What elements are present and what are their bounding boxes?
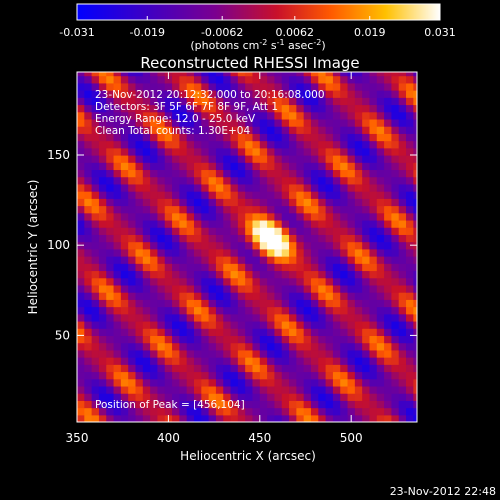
annotation-detectors: Detectors: 3F 5F 6F 7F 8F 9F, Att 1	[95, 101, 278, 113]
chart-title: Reconstructed RHESSI Image	[140, 54, 359, 72]
colorbar-tick-label: 0.0062	[276, 26, 315, 39]
y-tick-label: 50	[55, 328, 70, 342]
x-tick-label: 400	[157, 431, 180, 445]
colorbar-gradient	[76, 3, 441, 21]
peak-position-label: Position of Peak = [456,104]	[95, 399, 245, 411]
colorbar-tick-label: -0.031	[59, 26, 94, 39]
y-tick-label: 150	[47, 148, 70, 162]
annotation-total-counts: Clean Total counts: 1.30E+04	[95, 125, 250, 137]
x-tick-label: 450	[248, 431, 271, 445]
colorbar-tick-label: -0.0062	[201, 26, 243, 39]
colorbar-tick-label: 0.019	[354, 26, 386, 39]
info-annotations: 23-Nov-2012 20:12:32.000 to 20:16:08.000…	[95, 89, 325, 137]
x-tick-label: 350	[66, 431, 89, 445]
colorbar-tick-label: 0.031	[424, 26, 456, 39]
colorbar: -0.031 -0.019 -0.0062 0.0062 0.019 0.031 (pho…	[59, 3, 456, 52]
colorbar-tick-label: -0.019	[130, 26, 165, 39]
colorbar-label: (photons cm-2 s-1 asec-2)	[190, 38, 325, 52]
annotation-time-range: 23-Nov-2012 20:12:32.000 to 20:16:08.000	[95, 89, 325, 101]
x-axis-label: Heliocentric X (arcsec)	[180, 449, 316, 463]
colorbar-ticks: -0.031 -0.019 -0.0062 0.0062 0.019 0.031	[59, 16, 456, 39]
annotation-energy-range: Energy Range: 12.0 - 25.0 keV	[95, 113, 256, 125]
heatmap-image	[77, 72, 417, 422]
axis-ticks: 350 400 450 500 50 100 150	[47, 72, 417, 445]
x-tick-label: 500	[340, 431, 363, 445]
y-tick-label: 100	[47, 238, 70, 252]
footer-timestamp: 23-Nov-2012 22:48	[390, 485, 496, 498]
plot-frame	[76, 71, 418, 423]
y-axis-label: Heliocentric Y (arcsec)	[26, 180, 40, 315]
